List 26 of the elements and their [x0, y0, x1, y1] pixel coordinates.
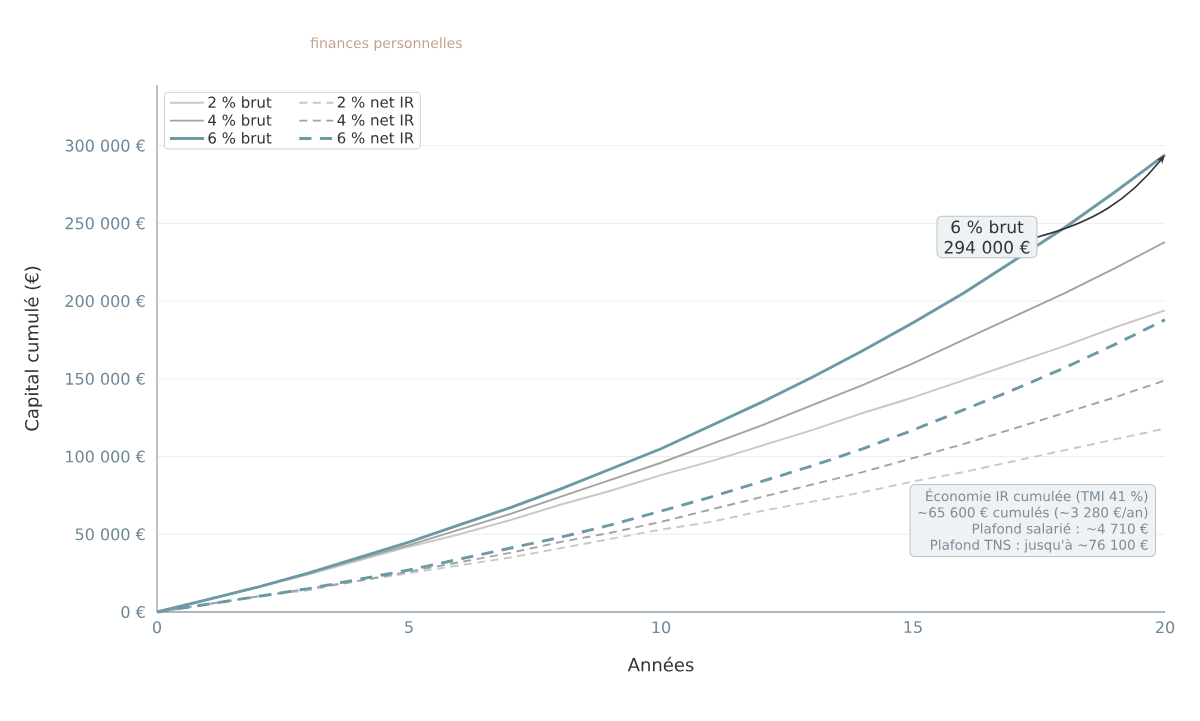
legend-label: 6 % net IR — [337, 132, 414, 144]
chart-title: finances personnelles — [310, 37, 462, 51]
y-tick-label: 200 000 € — [65, 295, 145, 308]
y-tick-label: 150 000 € — [66, 372, 145, 385]
legend-label: 2 % net IR — [337, 96, 414, 108]
x-tick-label: 15 — [904, 621, 922, 634]
annotation: 6 % brut 294 000 € — [944, 220, 1030, 254]
annotation: Plafond salarié : ~4 710 € — [972, 522, 1148, 534]
x-tick-label: 0 — [152, 621, 162, 634]
legend-label: 6 % brut — [208, 132, 272, 144]
x-tick-label: 20 — [1156, 621, 1175, 634]
legend-label: 4 % net IR — [337, 114, 414, 126]
legend-label: 2 % brut — [208, 96, 272, 108]
y-tick-label: 50 000 € — [75, 528, 145, 541]
legend-label: 4 % brut — [208, 114, 272, 126]
y-axis-title: Capital cumulé (€) — [23, 266, 43, 431]
y-tick-label: 100 000 € — [66, 450, 145, 463]
x-axis-title: Années — [627, 656, 694, 672]
annotation: ~65 600 € cumulés (~3 280 €/an) — [918, 506, 1148, 520]
y-tick-label: 300 000 € — [65, 139, 145, 152]
x-tick-label: 10 — [652, 621, 671, 634]
x-tick-label: 5 — [405, 621, 413, 634]
y-tick-label: 250 000 € — [65, 217, 145, 230]
annotation: Plafond TNS : jusqu'à ~76 100 € — [931, 538, 1148, 553]
annotation: Économie IR cumulée (TMI 41 %) — [926, 488, 1148, 503]
y-tick-label: 0 € — [121, 605, 145, 619]
